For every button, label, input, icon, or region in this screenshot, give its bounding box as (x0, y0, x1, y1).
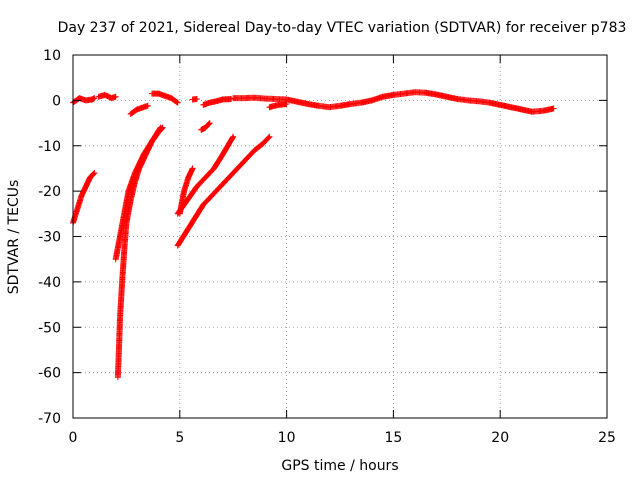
y-tick-label: -40 (38, 275, 61, 291)
x-tick-label: 5 (175, 430, 184, 446)
x-tick-label: 15 (384, 430, 402, 446)
data-points (70, 89, 557, 381)
data-point-markers (127, 102, 151, 117)
x-tick-label: 25 (598, 430, 616, 446)
data-segment (95, 91, 119, 102)
data-point-markers (266, 101, 290, 111)
data-segment (112, 124, 164, 263)
data-point-markers (189, 96, 200, 103)
data-segment (127, 102, 151, 117)
data-point-markers (112, 124, 164, 263)
y-tick-label: -70 (38, 411, 61, 427)
x-axis-label: GPS time / hours (281, 458, 398, 474)
y-axis-label: SDTVAR / TECUs (6, 180, 22, 295)
data-point-markers (95, 91, 119, 102)
x-tick-label: 20 (491, 430, 509, 446)
axis-ticks: 0 5 10 15 20 25 10 0 -10 -20 -30 -40 -50 -60 -70 (38, 48, 616, 446)
data-segment (198, 120, 213, 133)
data-segment (174, 133, 273, 249)
data-point-markers (230, 89, 557, 115)
data-point-markers (198, 120, 213, 133)
y-tick-label: 10 (43, 48, 61, 64)
data-segment (266, 101, 290, 111)
data-point-markers (70, 170, 98, 226)
x-tick-label: 0 (69, 430, 78, 446)
y-tick-label: 0 (52, 93, 61, 109)
data-point-markers (149, 90, 181, 106)
data-point-markers (200, 96, 235, 108)
x-tick-label: 10 (278, 430, 296, 446)
data-segment (176, 165, 196, 217)
y-tick-label: -30 (38, 230, 61, 246)
chart-title: Day 237 of 2021, Sidereal Day-to-day VTE… (58, 20, 627, 36)
data-point-markers (176, 165, 196, 217)
y-tick-label: -10 (38, 139, 61, 155)
grid (73, 55, 607, 418)
data-segment (230, 89, 557, 115)
y-tick-label: -20 (38, 184, 61, 200)
data-segment (70, 170, 98, 226)
y-tick-label: -60 (38, 366, 61, 382)
data-segment (149, 90, 181, 106)
y-tick-label: -50 (38, 320, 61, 336)
data-point-markers (174, 133, 273, 249)
data-segment (189, 96, 200, 103)
data-segment (200, 96, 235, 108)
